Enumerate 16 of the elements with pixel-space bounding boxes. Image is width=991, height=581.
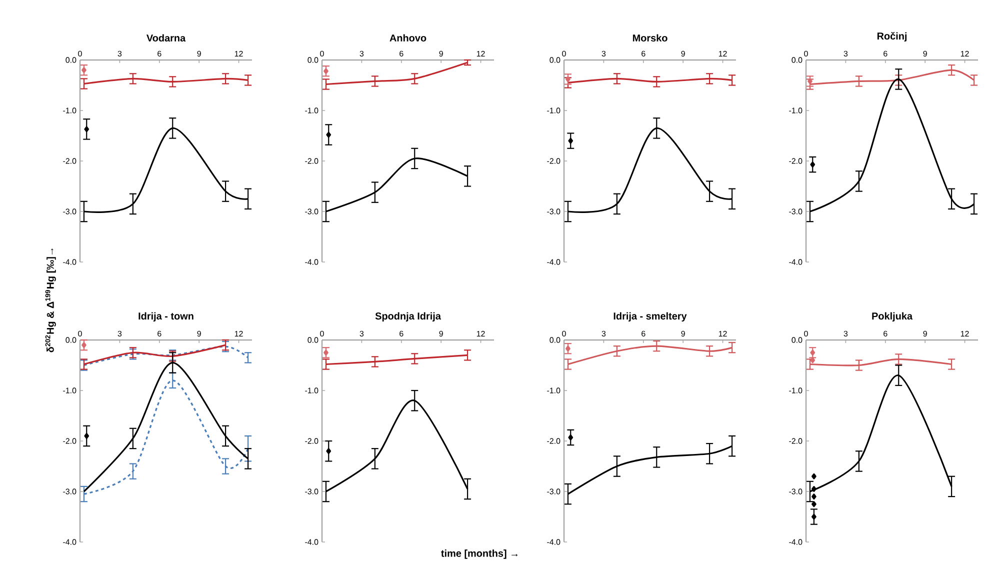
point [810,350,816,356]
point [812,501,816,508]
x-axis-title: time [months] → [441,550,518,559]
chart-title: Idrija - town [138,312,194,322]
point [812,473,816,480]
point [812,486,816,492]
point [812,514,816,520]
point [812,494,816,500]
chart-title: Vodarna [146,34,186,42]
y-axis-title: δ$^{202}$Hg & Δ$^{199}$Hg [‰]→ [45,248,56,352]
chart-title: Ročinj [877,32,907,42]
chart-title: Anhovo [390,34,426,42]
chart-title: Pokljuka [872,312,913,322]
chart-title: Morsko [632,34,668,42]
chart-title: Idrija - smeltery [614,312,687,322]
chart-title: Spodnja Idrija [375,312,442,322]
